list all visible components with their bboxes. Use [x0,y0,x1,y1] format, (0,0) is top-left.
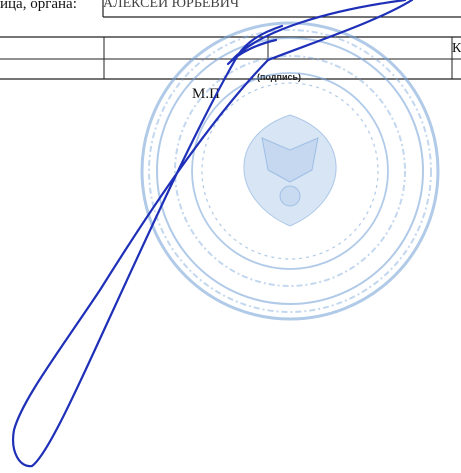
edge-cell-text: К [452,41,461,56]
signature-caption: (подпись) [257,72,302,82]
organization-label: ица, органа: [0,0,77,12]
stamp-place-label: М.П [192,86,220,102]
partially-hidden-field-value: АЛЕКСЕЙ ЮРЬЕВИЧ [103,0,239,11]
